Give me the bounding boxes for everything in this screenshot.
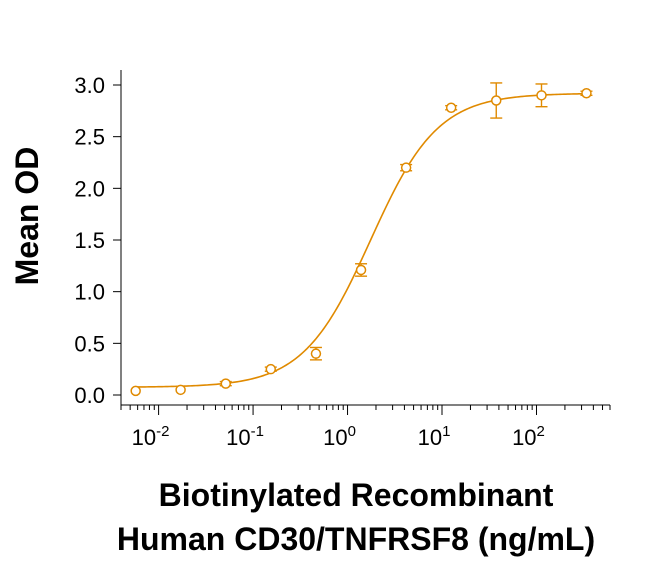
y-axis-title: Mean OD <box>9 147 45 286</box>
y-tick-label: 2.5 <box>74 125 105 150</box>
data-point <box>490 82 503 119</box>
data-marker <box>490 95 502 106</box>
data-point <box>535 83 548 108</box>
data-point <box>264 363 277 375</box>
data-point <box>175 384 186 396</box>
x-tick-label: 10-2 <box>132 423 170 450</box>
data-point <box>355 263 368 277</box>
data-marker <box>130 385 141 397</box>
y-tick-label: 1.0 <box>74 280 105 305</box>
x-tick-label: 102 <box>512 423 545 450</box>
data-marker <box>220 378 232 389</box>
x-tick-label: 10-1 <box>226 423 264 450</box>
data-marker <box>581 88 592 99</box>
x-axis-title-line-2: Human CD30/TNFRSF8 (ng/mL) <box>117 521 595 557</box>
x-tick-label: 101 <box>418 423 451 450</box>
data-marker <box>265 363 277 375</box>
y-tick-label: 3.0 <box>74 73 105 98</box>
x-axis: 10-2 10-1 100 101 102 <box>120 404 611 450</box>
data-point <box>445 102 458 113</box>
data-points <box>130 82 593 397</box>
fit-curve <box>135 92 587 388</box>
x-ticks: 10-2 10-1 100 101 102 <box>120 405 611 450</box>
y-ticks: 0.0 0.5 1.0 1.5 2.0 2.5 3.0 <box>74 73 121 408</box>
data-marker <box>536 90 547 101</box>
y-tick-label: 1.5 <box>74 228 105 253</box>
y-tick-label: 0.0 <box>74 383 105 408</box>
data-marker <box>310 348 322 359</box>
y-tick-label: 0.5 <box>74 331 105 356</box>
data-point <box>130 385 141 397</box>
data-marker <box>445 102 457 113</box>
data-point <box>400 162 413 173</box>
x-tick-label: 100 <box>323 423 356 450</box>
y-axis: 0.0 0.5 1.0 1.5 2.0 2.5 3.0 <box>74 70 122 408</box>
data-point <box>580 88 593 99</box>
data-marker <box>400 162 412 173</box>
data-point <box>309 346 322 361</box>
data-marker <box>175 384 186 396</box>
data-point <box>219 378 232 389</box>
y-tick-label: 2.0 <box>74 176 105 201</box>
data-marker <box>355 264 367 276</box>
x-axis-title-line-1: Biotinylated Recombinant <box>159 477 554 513</box>
